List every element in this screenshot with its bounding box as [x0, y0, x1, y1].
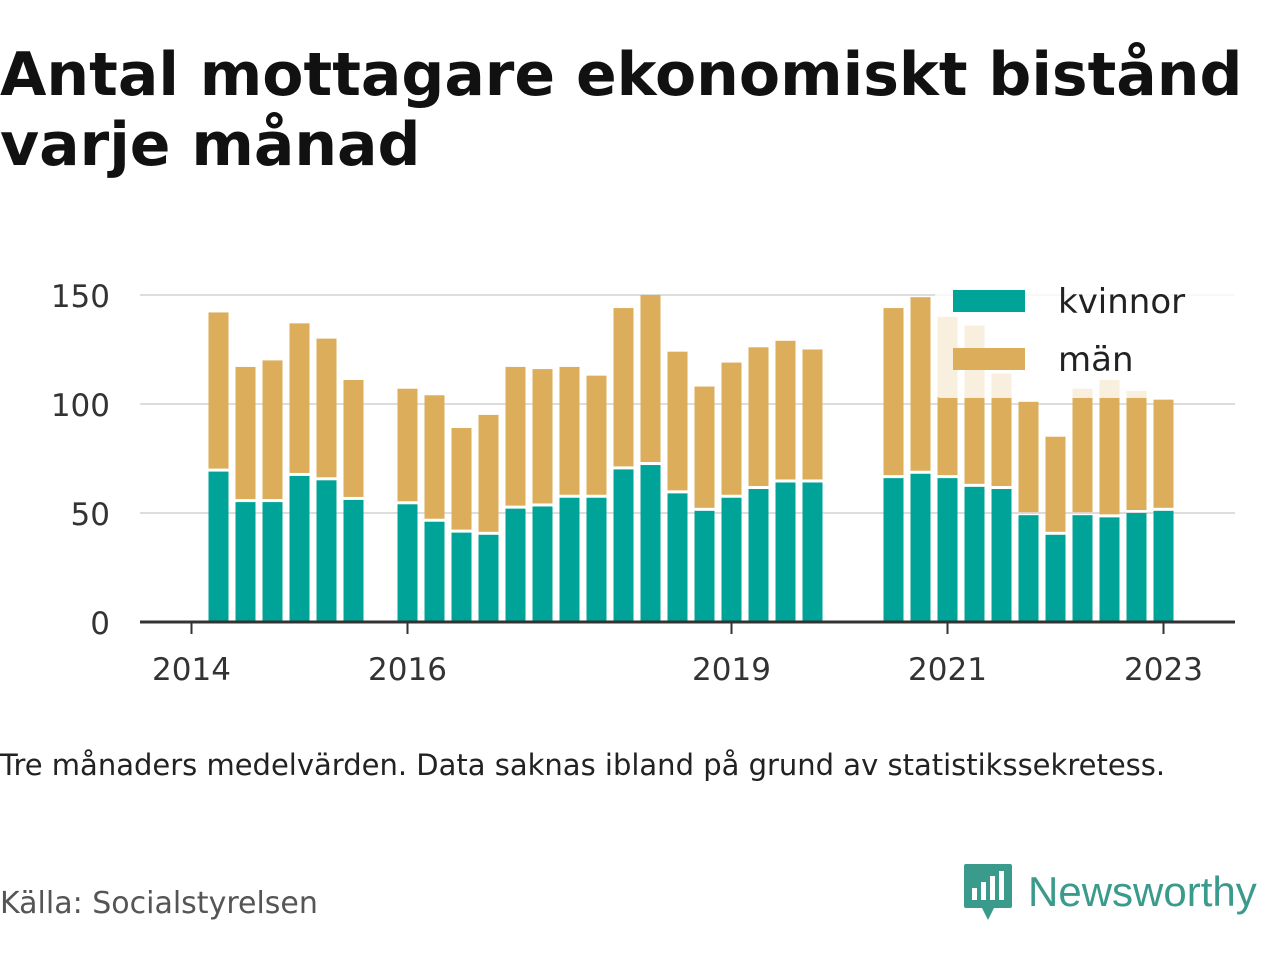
bar-kvinnor-2019-01 [721, 497, 742, 622]
bar-kvinnor-2022-10 [1126, 513, 1147, 622]
bar-kvinnor-2021-04 [964, 486, 985, 622]
bar-man-2015-04 [316, 338, 337, 478]
bar-kvinnor-2018-10 [694, 510, 715, 622]
newsworthy-logo-icon [964, 864, 1012, 920]
bar-kvinnor-2015-01 [289, 475, 310, 622]
legend-label-kvinnor: kvinnor [1058, 282, 1185, 322]
bar-kvinnor-2016-01 [397, 504, 418, 622]
bar-man-2022-04 [1072, 388, 1093, 513]
bar-man-2014-07 [235, 366, 256, 500]
bar-kvinnor-2016-10 [478, 534, 499, 622]
bar-kvinnor-2014-10 [262, 502, 283, 622]
bar-man-2019-10 [802, 349, 823, 480]
bar-man-2018-10 [694, 386, 715, 508]
bar-man-2022-07 [1099, 380, 1120, 515]
bar-man-2022-01 [1045, 436, 1066, 532]
bar-man-2016-07 [451, 427, 472, 530]
x-tick-label-2016: 2016 [368, 652, 447, 688]
bar-kvinnor-2017-07 [559, 497, 580, 622]
bar-man-2021-10 [1018, 401, 1039, 513]
bar-kvinnor-2021-01 [937, 478, 958, 622]
y-tick-label-0: 0 [90, 606, 110, 642]
bar-man-2014-04 [208, 312, 229, 469]
bar-man-2019-04 [748, 347, 769, 487]
bar-kvinnor-2019-07 [775, 482, 796, 622]
bar-kvinnor-2020-07 [883, 478, 904, 622]
bar-kvinnor-2015-04 [316, 480, 337, 622]
bar-man-2015-07 [343, 380, 364, 497]
x-tick-label-2021: 2021 [908, 652, 987, 688]
x-tick-label-2014: 2014 [152, 652, 231, 688]
bar-kvinnor-2017-10 [586, 497, 607, 622]
bar-kvinnor-2017-01 [505, 508, 526, 622]
newsworthy-logo-text: Newsworthy [1028, 868, 1257, 915]
source-label: Källa: Socialstyrelsen [0, 886, 318, 921]
bar-kvinnor-2016-04 [424, 521, 445, 622]
bar-kvinnor-2014-07 [235, 502, 256, 622]
bar-man-2022-10 [1126, 390, 1147, 510]
chart-note: Tre månaders medelvärden. Data saknas ib… [0, 748, 1166, 782]
bar-kvinnor-2019-10 [802, 482, 823, 622]
bar-man-2020-07 [883, 308, 904, 476]
bar-man-2023-01 [1153, 399, 1174, 508]
legend-label-man: män [1058, 340, 1134, 380]
bar-man-2019-01 [721, 362, 742, 495]
newsworthy-logo: Newsworthy [962, 862, 1257, 922]
bar-kvinnor-2015-07 [343, 499, 364, 622]
bar-man-2018-04 [640, 295, 661, 463]
bar-man-2016-04 [424, 395, 445, 519]
bar-kvinnor-2017-04 [532, 506, 553, 622]
bar-kvinnor-2018-01 [613, 469, 634, 622]
bar-man-2016-01 [397, 388, 418, 502]
bar-man-2017-10 [586, 375, 607, 495]
y-tick-label-50: 50 [71, 497, 110, 533]
bar-man-2016-10 [478, 414, 499, 532]
y-tick-label-150: 150 [51, 279, 110, 315]
bar-man-2017-01 [505, 366, 526, 506]
bar-kvinnor-2022-04 [1072, 515, 1093, 622]
bar-kvinnor-2022-07 [1099, 517, 1120, 622]
bar-kvinnor-2016-07 [451, 532, 472, 622]
bar-kvinnor-2022-01 [1045, 534, 1066, 622]
bar-kvinnor-2021-07 [991, 489, 1012, 622]
bar-man-2014-10 [262, 360, 283, 500]
bar-man-2021-07 [991, 373, 1012, 487]
legend-swatch-man [953, 348, 1025, 370]
stacked-bar-chart: 0 50 100 150 2014 2016 2019 2021 2023 kvinnor män [51, 279, 1235, 688]
bar-kvinnor-2014-04 [208, 471, 229, 622]
bar-man-2018-07 [667, 351, 688, 491]
bar-man-2015-01 [289, 323, 310, 473]
bar-man-2019-07 [775, 340, 796, 480]
x-tick-label-2023: 2023 [1124, 652, 1203, 688]
bar-kvinnor-2018-04 [640, 465, 661, 622]
y-tick-label-100: 100 [51, 388, 110, 424]
bar-man-2020-10 [910, 297, 931, 471]
bar-kvinnor-2021-10 [1018, 515, 1039, 622]
bar-kvinnor-2023-01 [1153, 510, 1174, 622]
bar-man-2018-01 [613, 308, 634, 467]
chart-title: Antal mottagare ekonomiskt bistånd varje… [0, 40, 1243, 180]
bar-man-2017-07 [559, 366, 580, 495]
bar-kvinnor-2020-10 [910, 473, 931, 622]
x-tick-label-2019: 2019 [692, 652, 771, 688]
legend-swatch-kvinnor [953, 290, 1025, 312]
bar-kvinnor-2018-07 [667, 493, 688, 622]
bar-man-2017-04 [532, 369, 553, 504]
bar-kvinnor-2019-04 [748, 489, 769, 622]
